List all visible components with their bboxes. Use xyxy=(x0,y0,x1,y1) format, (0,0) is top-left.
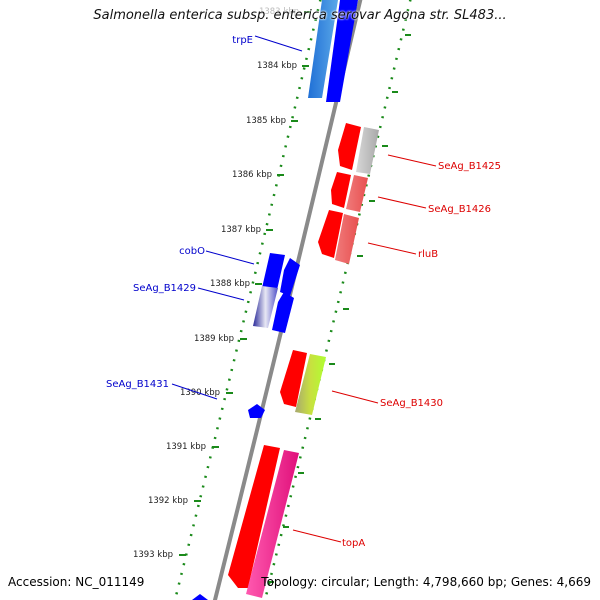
forward-strand-genes xyxy=(192,0,358,600)
length-label: Length: xyxy=(373,575,420,589)
gene-cobO[interactable] xyxy=(262,253,300,296)
reverse-strand-genes xyxy=(228,123,379,598)
gene-label-cobO[interactable]: cobO xyxy=(179,246,205,257)
gene-SeAg_B1426[interactable] xyxy=(331,172,368,212)
tick-label: 1389 kbp xyxy=(194,334,234,344)
genes-label: Genes: xyxy=(510,575,553,589)
gene-topA[interactable] xyxy=(228,445,299,598)
tick-label: 1393 kbp xyxy=(133,550,173,560)
ruler-tick-1389: 1389 kbp xyxy=(194,334,247,344)
ruler-tick-1387: 1387 kbp xyxy=(221,225,273,235)
tick-label: 1386 kbp xyxy=(232,170,272,180)
page-title: Salmonella enterica subsp. enterica sero… xyxy=(93,8,507,23)
tick-label: 1391 kbp xyxy=(166,442,206,452)
tick-label: 1385 kbp xyxy=(246,116,286,126)
ruler-tick-1384: 1384 kbp xyxy=(257,61,309,71)
gene-label-topA[interactable]: topA xyxy=(342,538,365,549)
gene-label-SeAg_B1429[interactable]: SeAg_B1429 xyxy=(133,283,196,294)
tick-label: 1384 kbp xyxy=(257,61,297,71)
gene-SeAg_B1429[interactable] xyxy=(253,286,294,333)
tick-label: 1388 kbp xyxy=(210,279,250,289)
length-value: 4,798,660 bp xyxy=(422,575,503,589)
ruler-tick-1386: 1386 kbp xyxy=(232,170,284,180)
ruler-tick-1391: 1391 kbp xyxy=(166,442,219,452)
accession-value: NC_011149 xyxy=(75,575,145,589)
gene-SeAg_B1430[interactable] xyxy=(280,350,326,415)
gene-label-trpE[interactable]: trpE xyxy=(232,35,253,46)
label-leaders xyxy=(171,35,437,543)
gene-SeAg_B1431[interactable] xyxy=(248,404,265,418)
gene-trpE[interactable] xyxy=(308,0,358,102)
gene-label-SeAg_B1425[interactable]: SeAg_B1425 xyxy=(438,161,501,172)
gene-label-SeAg_B1426[interactable]: SeAg_B1426 xyxy=(428,204,491,215)
gene-label-rluB[interactable]: rluB xyxy=(418,249,438,260)
ruler-tick-1393: 1393 kbp xyxy=(133,550,186,560)
ruler-tick-1392: 1392 kbp xyxy=(148,496,201,506)
tick-label: 1383 kbp xyxy=(259,7,299,17)
accession-info: Accession: NC_011149 xyxy=(8,575,144,589)
gene-label-SeAg_B1430[interactable]: SeAg_B1430 xyxy=(380,398,443,409)
topology-value: circular xyxy=(321,575,366,589)
topology-label: Topology: xyxy=(261,575,318,589)
gene-rluB[interactable] xyxy=(318,210,359,264)
genome-stats: Topology: circular; Length: 4,798,660 bp… xyxy=(261,575,591,589)
tick-label: 1387 kbp xyxy=(221,225,261,235)
gene-labels: trpE cobO SeAg_B1429 SeAg_B1431 SeAg_B14… xyxy=(106,35,501,549)
ruler-tick-1383: 1383 kbp xyxy=(259,7,311,17)
tick-label: 1392 kbp xyxy=(148,496,188,506)
ruler-tick-1388: 1388 kbp xyxy=(210,279,262,289)
genes-value: 4,669 xyxy=(556,575,591,589)
gene-SeAg_B1425[interactable] xyxy=(338,123,379,174)
gene-label-SeAg_B1431[interactable]: SeAg_B1431 xyxy=(106,379,169,390)
ruler-tick-1385: 1385 kbp xyxy=(246,116,298,126)
gene-fragment-bottom xyxy=(192,594,208,600)
ruler-right-dashes xyxy=(268,34,411,583)
accession-label: Accession: xyxy=(8,575,72,589)
